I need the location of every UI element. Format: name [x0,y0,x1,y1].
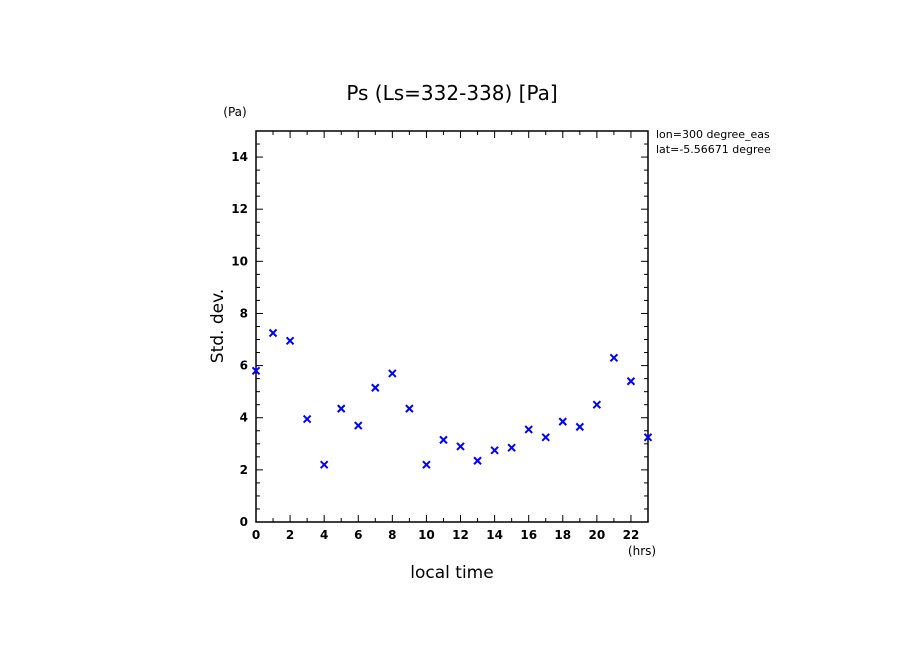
y-tick-label: 8 [240,306,248,320]
data-points [251,328,653,469]
data-point [388,369,397,378]
y-tick-label: 10 [231,254,248,268]
y-tick-label: 14 [231,150,248,164]
y-tick-label: 12 [231,202,248,216]
data-point [251,366,261,376]
x-tick-label: 20 [589,528,606,542]
x-tick-label: 12 [452,528,469,542]
data-point [268,328,278,338]
plot-frame [255,130,649,523]
x-tick-label: 22 [623,528,640,542]
data-point [473,456,482,465]
y-unit-label: (Pa) [223,105,246,119]
x-tick-label: 18 [554,528,571,542]
y-tick-label: 6 [240,359,248,373]
y-tick-label: 0 [240,515,248,529]
data-point [626,377,636,386]
chart-title: Ps (Ls=332-338) [Pa] [346,81,557,105]
data-point [643,433,653,442]
x-tick-label: 14 [486,528,503,542]
data-point [609,353,619,362]
y-axis-label: Std. dev. [208,289,228,363]
data-point [592,400,602,409]
data-point [541,433,550,442]
data-point [439,435,448,445]
axes-ticks: 0 2 4 6 8 10 12 14 16 18 20 22 0 2 4 6 8 10 12 14 [231,130,649,542]
x-tick-label: 10 [418,528,435,542]
data-point [405,404,414,413]
x-tick-label: 8 [388,528,396,542]
data-point [337,404,346,413]
data-point [524,425,533,434]
x-tick-label: 2 [286,528,294,542]
data-point [490,446,499,455]
data-point [422,460,431,469]
data-point [456,442,465,451]
x-tick-label: 0 [252,528,260,542]
x-tick-label: 6 [354,528,362,542]
y-tick-label: 4 [240,411,248,425]
annotation-lat: lat=-5.56671 degree [656,143,771,156]
x-unit-label: (hrs) [628,544,656,558]
data-point [507,443,516,452]
x-tick-label: 4 [320,528,328,542]
annotation-lon: lon=300 degree_eas [656,128,770,141]
x-axis-label: local time [410,563,493,583]
x-tick-label: 16 [520,528,537,542]
data-point [371,383,380,392]
data-point [558,417,567,426]
data-point [575,422,585,432]
data-point [319,460,329,469]
data-point [302,414,312,424]
y-tick-label: 2 [240,463,248,477]
data-point [354,421,363,430]
data-point [285,336,295,346]
